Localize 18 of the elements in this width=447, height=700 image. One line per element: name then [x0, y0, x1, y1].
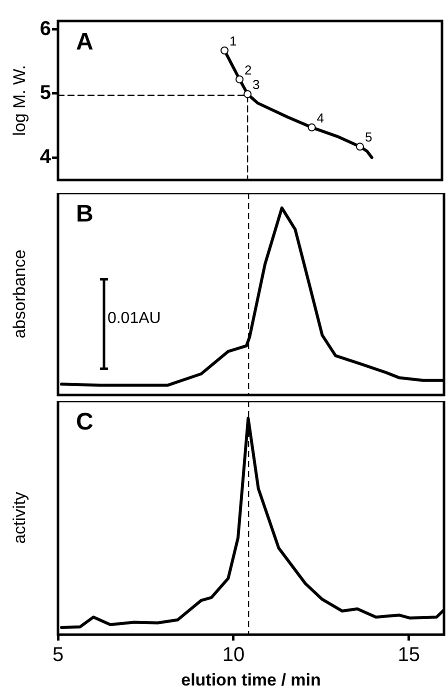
y-axis-title: activity [10, 491, 29, 544]
x-axis-title: elution time / min [181, 670, 321, 690]
chart-title: B [76, 200, 94, 228]
annotation: 4 [316, 110, 324, 126]
annotation: 2 [244, 62, 252, 78]
x-tick-label: 10 [222, 644, 245, 666]
annotation: 5 [364, 130, 372, 145]
y-axis-title: log M. W. [10, 65, 29, 136]
y-tick-label: 4 [40, 146, 52, 168]
y-tick-label: 5 [40, 82, 51, 104]
x-tick-label: 15 [398, 644, 420, 666]
y-axis-title: absorbance [10, 250, 29, 338]
chart-title: C [76, 408, 94, 436]
y-tick-label: 6 [40, 18, 51, 40]
annotation: 3 [252, 77, 260, 92]
chart-title: A [76, 28, 94, 56]
annotation: 1 [230, 34, 237, 49]
annotation: 0.01AU [107, 310, 161, 328]
